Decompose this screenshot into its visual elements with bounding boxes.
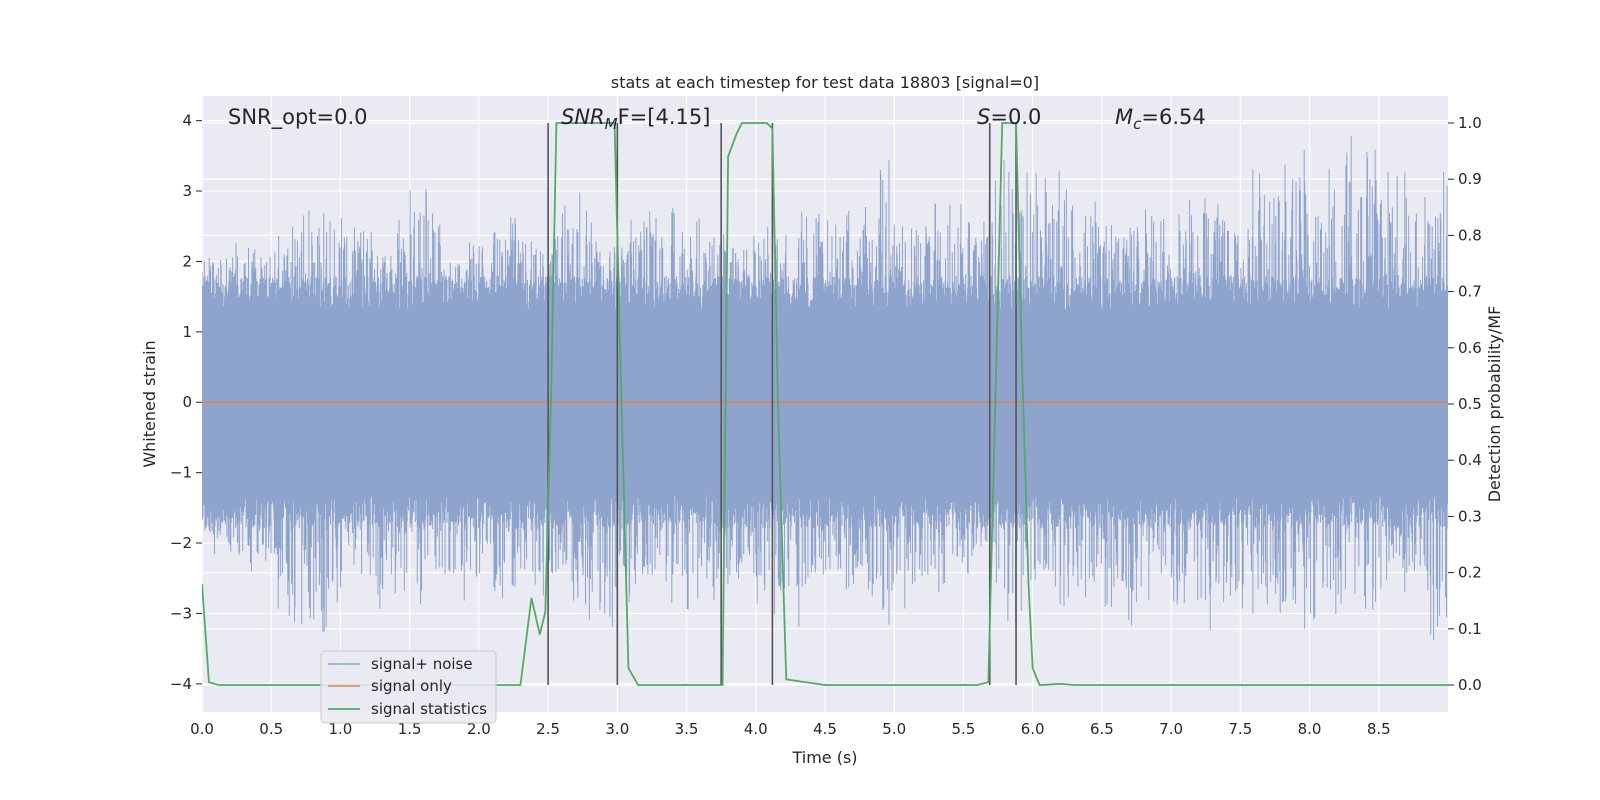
y-tick-label: −3 [170, 604, 192, 622]
legend-label-signal-only: signal only [371, 677, 452, 695]
series-signal-statistics [202, 122, 1448, 686]
y2-tick-label: 0.6 [1458, 339, 1482, 357]
x-tick-label: 8.5 [1367, 720, 1391, 738]
y2-tick-label: 0.3 [1458, 507, 1482, 525]
y-tick-label: −4 [170, 675, 192, 693]
y2-tick-label: 0.9 [1458, 170, 1482, 188]
x-tick-labels: 0.0 0.5 1.0 1.5 2.0 2.5 3.0 3.5 4.0 4.5 5.0 5.5 6.0 6… [190, 720, 1391, 738]
y2-tick-label: 0.5 [1458, 395, 1482, 413]
x-tick-label: 5.5 [952, 720, 976, 738]
annotation-mc: Mc=6.54 [1115, 105, 1206, 133]
y2-tick-label: 0.8 [1458, 226, 1482, 244]
x-tick-label: 6.5 [1090, 720, 1114, 738]
x-tick-label: 1.5 [398, 720, 422, 738]
x-tick-label: 6.0 [1021, 720, 1045, 738]
y2-tick-label: 1.0 [1458, 114, 1482, 132]
x-tick-label: 8.0 [1298, 720, 1322, 738]
chart-title: stats at each timestep for test data 188… [611, 73, 1039, 92]
y-tick-label: 1 [182, 323, 192, 341]
y2-axis-label: Detection probability/MF [1485, 306, 1504, 503]
x-tick-label: 5.0 [882, 720, 906, 738]
y-axis-label: Whitened strain [140, 340, 159, 467]
legend: signal+ noise signal only signal statist… [320, 650, 497, 724]
y2-tick-label: 0.4 [1458, 451, 1482, 469]
y-tick-label: −1 [170, 464, 192, 482]
y-tick-label: 2 [182, 252, 192, 270]
x-tick-label: 4.5 [813, 720, 837, 738]
x-tick-label: 0.5 [259, 720, 283, 738]
y-tick-label: 4 [182, 112, 192, 130]
x-axis-label: Time (s) [791, 748, 857, 767]
legend-label-signal-statistics: signal statistics [371, 700, 487, 718]
y-tick-label: −2 [170, 534, 192, 552]
annotation-snr-mf: SNRMF=[4.15] [561, 105, 710, 133]
x-tick-label: 3.5 [675, 720, 699, 738]
y2-tick-label: 0.0 [1458, 676, 1482, 694]
legend-box [320, 650, 497, 724]
x-tick-label: 7.5 [1228, 720, 1252, 738]
y2-tick-label: 0.7 [1458, 283, 1482, 301]
x-tick-label: 2.5 [536, 720, 560, 738]
y-tick-label: 3 [182, 182, 192, 200]
x-tick-label: 0.0 [190, 720, 214, 738]
x-tick-label: 4.0 [744, 720, 768, 738]
legend-label-signal-noise: signal+ noise [371, 655, 473, 673]
annotation-s: S=0.0 [977, 105, 1041, 129]
x-tick-label: 2.0 [467, 720, 491, 738]
y-tick-label: 0 [182, 393, 192, 411]
x-tick-label: 7.0 [1159, 720, 1183, 738]
x-tick-label: 1.0 [329, 720, 353, 738]
annotation-snr-opt: SNR_opt=0.0 [228, 105, 368, 130]
x-tick-label: 3.0 [605, 720, 629, 738]
y2-tick-label: 0.1 [1458, 620, 1482, 638]
y2-tick-labels: 1.0 0.9 0.8 0.7 0.6 0.5 0.4 0.3 0.2 0.1 0.0 [1448, 114, 1482, 694]
y-tick-labels: 4 3 2 1 0 −1 −2 −3 −4 [170, 112, 202, 693]
y2-tick-label: 0.2 [1458, 564, 1482, 582]
